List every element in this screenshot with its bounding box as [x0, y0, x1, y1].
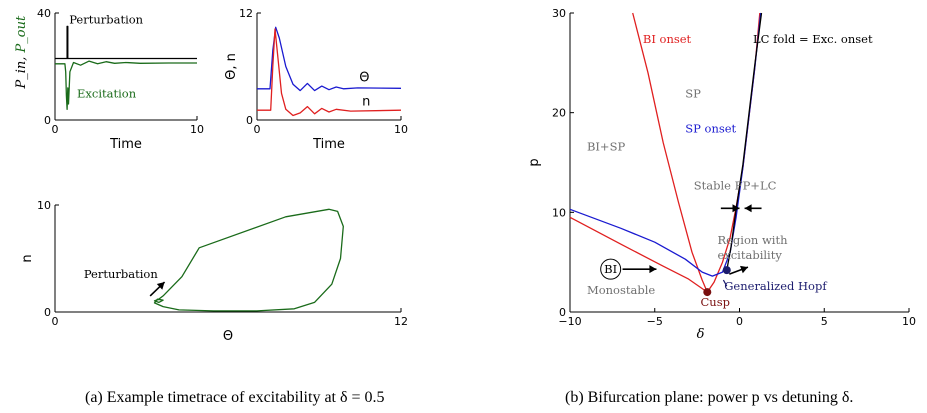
series-line-lc-fold-exc-onset — [726, 12, 763, 271]
x-tick-label: 10 — [394, 123, 408, 136]
label-region-with: Region with — [717, 233, 788, 247]
series-line-p-out — [55, 60, 197, 110]
label-generalized-hopf: Generalized Hopf — [724, 279, 827, 293]
label-sp: SP — [685, 87, 701, 101]
x-tick-label: 0 — [52, 315, 59, 328]
y-tick-label: 0 — [44, 114, 51, 127]
y-tick-label: 30 — [552, 7, 566, 20]
y-tick-label: 12 — [239, 7, 253, 20]
annotation-perturbation: Perturbation — [84, 267, 158, 281]
annotation-excitation: Excitation — [77, 86, 137, 100]
label-excitability: excitability — [717, 248, 782, 262]
y-axis-label-sep: , — [14, 52, 29, 60]
label-cusp: Cusp — [701, 295, 730, 309]
stable-fp-arrow-left-head — [744, 204, 752, 213]
x-tick-label: 0 — [254, 123, 261, 136]
caption-b: (b) Bifurcation plane: power p vs detuni… — [565, 389, 853, 406]
series-line-trajectory — [153, 208, 344, 312]
y-axis-label-pin: P_in, P_out — [14, 15, 29, 89]
label-monostable: Monostable — [587, 283, 655, 297]
annotation-perturbation: Perturbation — [69, 13, 143, 27]
x-axis-label: Θ — [223, 329, 233, 344]
perturbation-arrow-head — [156, 282, 165, 290]
y-axis-label: Θ, n — [224, 53, 239, 80]
x-tick-label: 0 — [736, 315, 743, 328]
y-tick-label: 10 — [552, 206, 566, 219]
x-tick-label: 5 — [821, 315, 828, 328]
y-axis-label: p — [527, 158, 542, 166]
label-stable-fp-lc: Stable FP+LC — [694, 178, 777, 192]
legend-label-n: n — [362, 95, 370, 110]
y-tick-label: 0 — [559, 306, 566, 319]
caption-a: (a) Example timetrace of excitability at… — [85, 389, 385, 406]
chart-phase-portrait: 0 12 0 10 n Θ Perturbation — [20, 199, 408, 344]
label-bi-sp: BI+SP — [587, 140, 626, 154]
x-axis-label: Time — [109, 137, 142, 152]
excitability-arrow-head — [740, 265, 748, 274]
label-bi: BI — [604, 262, 617, 276]
x-tick-label: 0 — [52, 123, 59, 136]
chart-theta-n-timetrace: 0 10 0 12 Θ, n Time Θn — [224, 7, 408, 152]
chart-power-timetrace: 0 10 0 40 P_in, P_out Time Perturbation Excitat… — [14, 7, 204, 152]
series-line-p-in — [55, 25, 197, 60]
x-tick-label: 12 — [394, 315, 408, 328]
label-sp-onset: SP onset — [685, 122, 736, 136]
series-line-bi-onset — [632, 12, 708, 293]
y-tick-label: 0 — [44, 306, 51, 319]
x-axis-label: Time — [312, 137, 345, 152]
series-line-bi-lower-branch — [569, 216, 708, 293]
x-tick-label: −10 — [558, 315, 581, 328]
x-tick-label: 10 — [902, 315, 916, 328]
x-tick-label: −5 — [647, 315, 663, 328]
label-lc-fold-exc-onset: LC fold = Exc. onset — [753, 32, 873, 46]
chart-bifurcation-plane: −10 −5 0 5 10 0 10 20 30 p δ BI onset LC fold = Exc.… — [527, 7, 916, 342]
y-tick-label: 10 — [37, 199, 51, 212]
label-bi-onset: BI onset — [643, 32, 692, 46]
marker-cusp — [703, 288, 712, 297]
hopf-leader-line — [722, 279, 728, 287]
y-tick-label: 20 — [552, 107, 566, 120]
bi-circle — [600, 258, 622, 280]
y-axis-label-part-out: P_out — [14, 15, 29, 53]
y-axis-label-part-in: P_in — [14, 61, 29, 90]
marker-generalized-hopf — [722, 266, 731, 275]
y-tick-label: 0 — [246, 114, 253, 127]
x-tick-label: 10 — [190, 123, 204, 136]
series-line-n — [257, 28, 402, 117]
bi-arrow-head — [649, 265, 657, 274]
legend-label-theta: Θ — [359, 71, 369, 86]
stable-fp-arrow-right-head — [732, 204, 740, 213]
y-axis-label: n — [20, 254, 35, 262]
y-tick-label: 40 — [37, 7, 51, 20]
x-axis-label: δ — [697, 327, 705, 342]
